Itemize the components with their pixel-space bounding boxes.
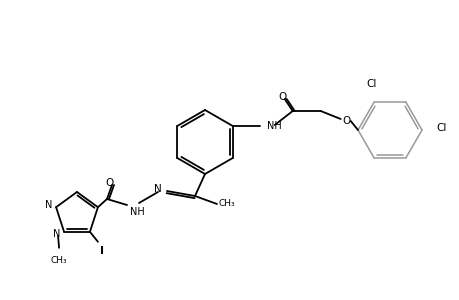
Text: CH₃: CH₃ xyxy=(218,200,235,208)
Text: N: N xyxy=(154,184,162,194)
Text: N: N xyxy=(53,229,60,239)
Text: CH₃: CH₃ xyxy=(50,256,67,265)
Text: O: O xyxy=(278,92,286,102)
Text: I: I xyxy=(100,246,104,256)
Text: NH: NH xyxy=(266,121,281,131)
Text: O: O xyxy=(106,178,114,188)
Text: Cl: Cl xyxy=(366,79,376,89)
Text: Cl: Cl xyxy=(435,123,445,133)
Text: N: N xyxy=(45,200,52,210)
Text: NH: NH xyxy=(129,207,144,217)
Text: O: O xyxy=(342,116,350,126)
